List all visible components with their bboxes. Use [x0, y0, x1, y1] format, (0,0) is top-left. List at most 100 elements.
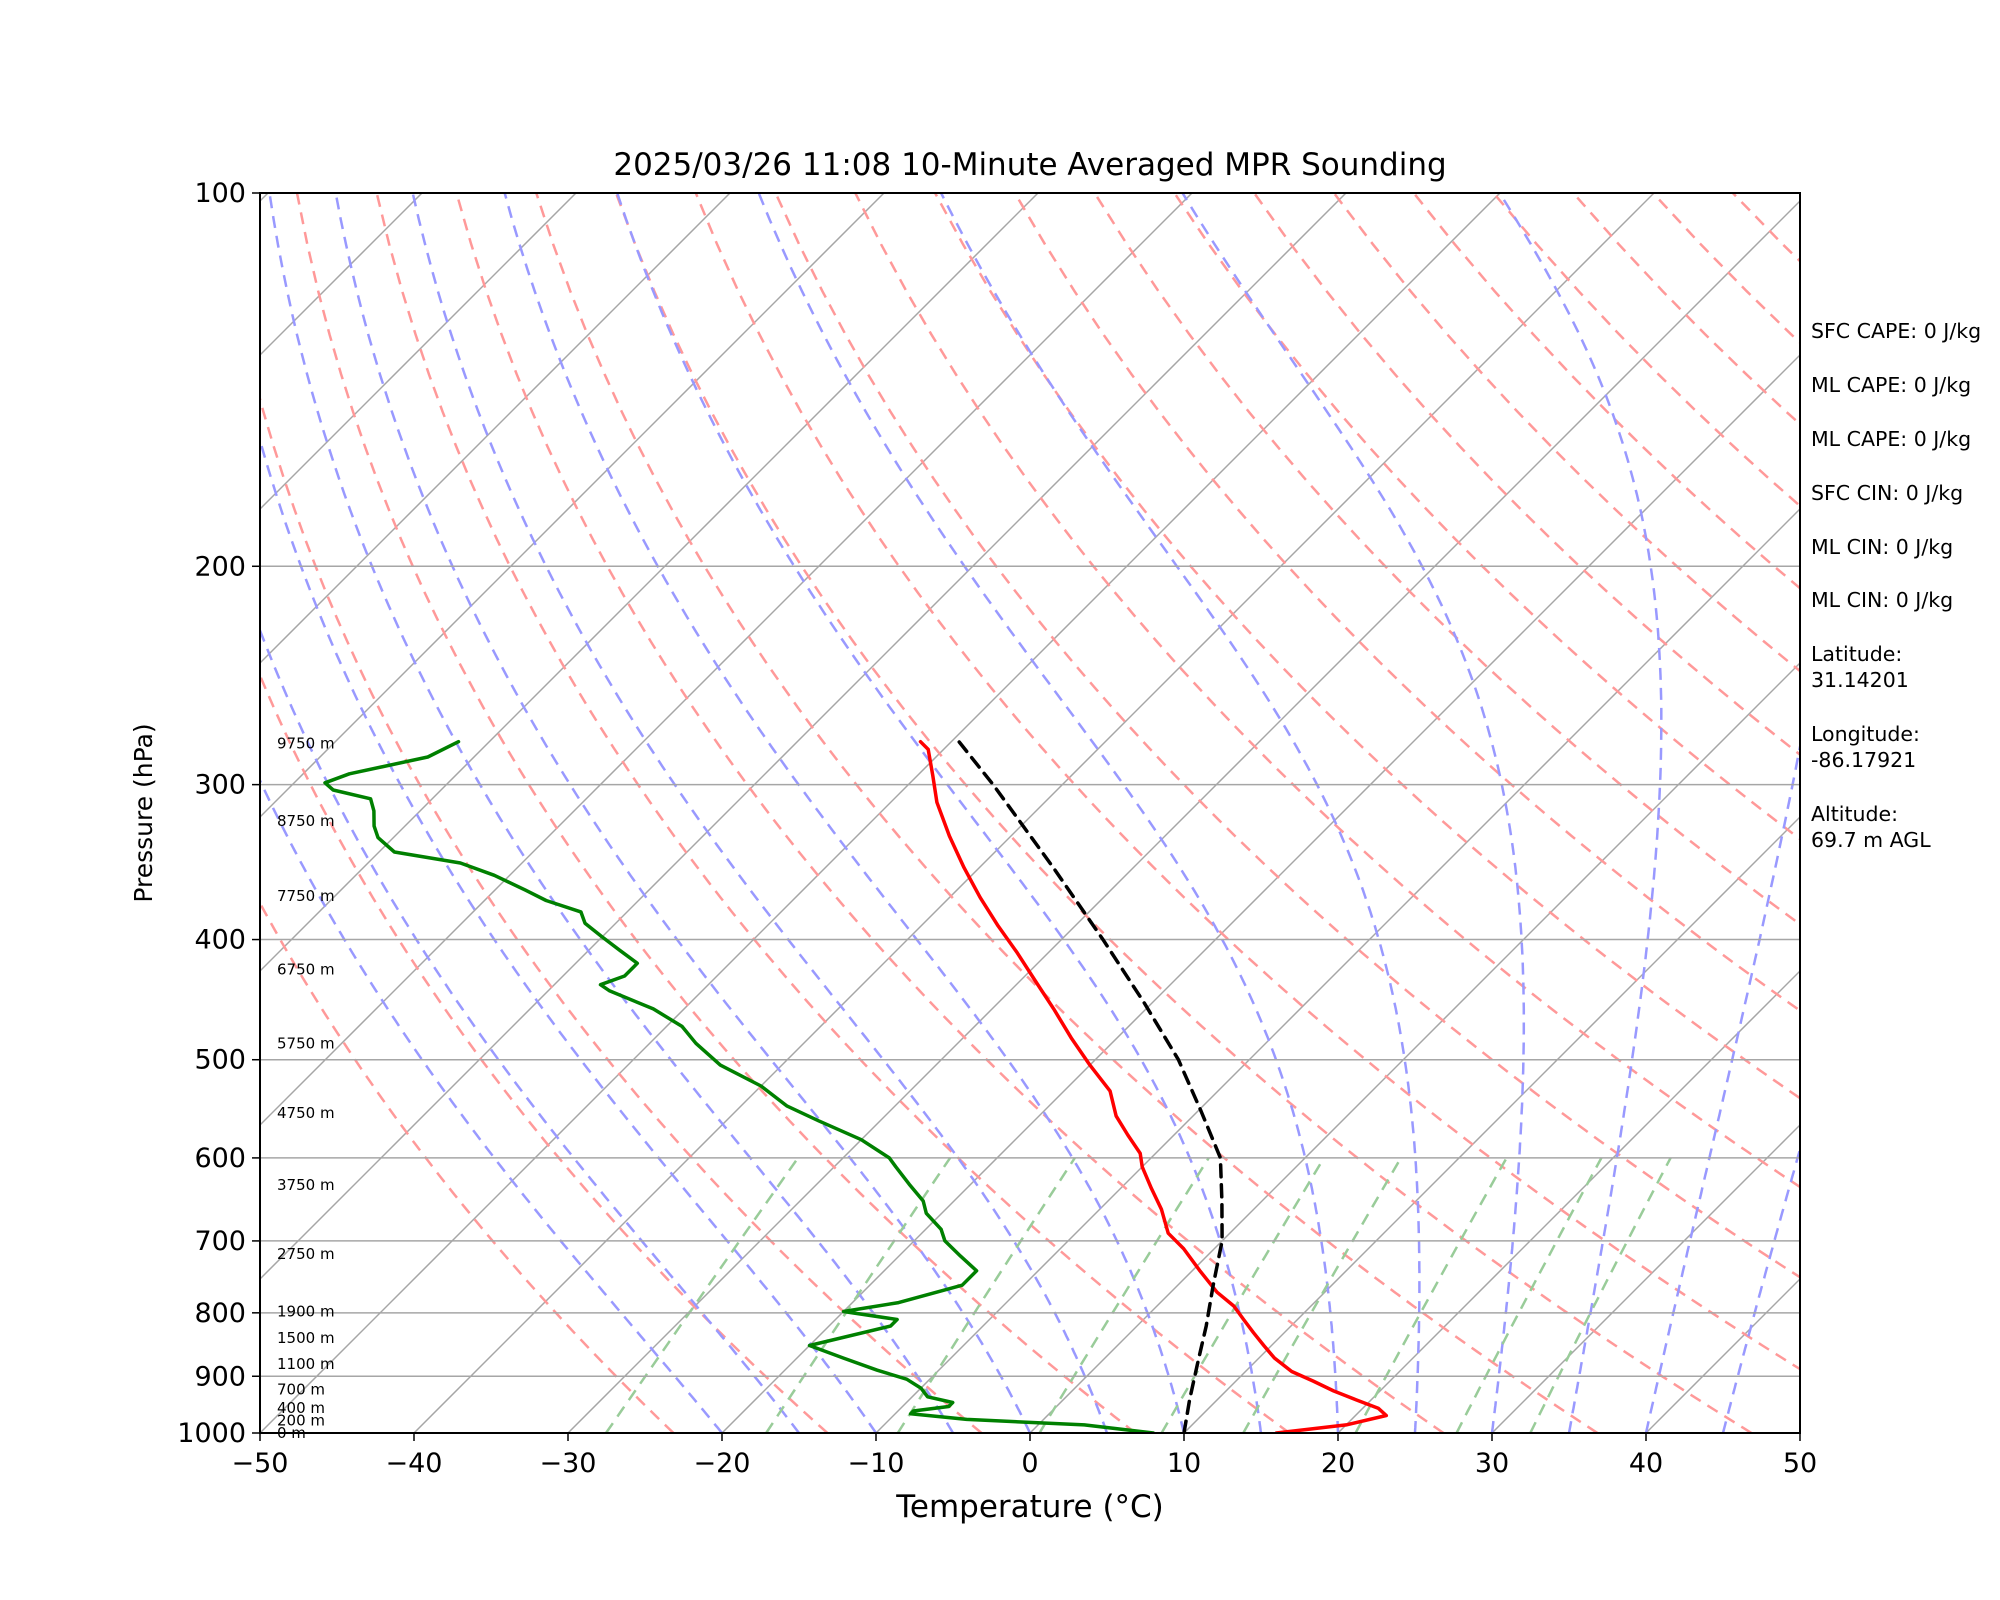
isotherm-line — [260, 193, 731, 665]
info-text: ML CIN: 0 J/kg — [1811, 535, 1953, 559]
moist-adiabat-line — [503, 193, 1186, 1433]
y-tick-label: 1000 — [177, 1418, 246, 1449]
moist-adiabat-line — [757, 193, 1340, 1433]
info-text: SFC CAPE: 0 J/kg — [1811, 319, 1981, 343]
dry-adiabat-line — [375, 193, 1291, 1433]
height-label: 3750 m — [277, 1176, 335, 1194]
x-axis-label: Temperature (°C) — [895, 1489, 1164, 1525]
y-tick-label: 600 — [194, 1143, 246, 1174]
y-tick-label: 200 — [194, 551, 246, 582]
height-label: 400 m — [277, 1399, 325, 1417]
info-text: ML CAPE: 0 J/kg — [1811, 427, 1971, 451]
plot-background — [260, 193, 1800, 1433]
y-tick-label: 800 — [194, 1298, 246, 1329]
moist-adiabat-line — [1644, 740, 1800, 1433]
height-label: 6750 m — [277, 961, 335, 979]
isotherm-line — [413, 193, 1655, 1433]
mixing-ratio-line — [1354, 1157, 1508, 1433]
sounding-info-panel: SFC CAPE: 0 J/kg ML CAPE: 0 J/kg ML CAPE: … — [1811, 319, 1981, 852]
dry-adiabat-line — [455, 193, 1445, 1433]
isotherm-line — [567, 199, 1800, 1433]
x-tick-label: 0 — [1021, 1448, 1038, 1479]
isotherm-line — [260, 193, 577, 511]
height-label: 0 m — [277, 1424, 306, 1442]
temperature-line — [918, 739, 1389, 1433]
mixing-ratio-line — [1529, 1157, 1672, 1433]
x-tick-label: 20 — [1321, 1448, 1355, 1479]
dry-adiabat-line — [260, 672, 829, 1433]
isotherm-line — [260, 193, 1193, 1127]
moist-adiabat-line — [260, 626, 800, 1433]
info-text: SFC CIN: 0 J/kg — [1811, 481, 1963, 505]
x-tick-label: −10 — [848, 1448, 905, 1479]
dry-adiabat-line — [295, 193, 1137, 1433]
x-tick-label: 50 — [1783, 1448, 1817, 1479]
x-tick-label: −50 — [232, 1448, 289, 1479]
moist-adiabat-line — [1721, 1145, 1800, 1433]
isotherm-line — [260, 193, 1039, 973]
height-label: 1100 m — [277, 1355, 335, 1373]
dry-adiabat-line — [1013, 193, 1800, 1013]
info-text: ML CAPE: 0 J/kg — [1811, 373, 1971, 397]
isotherm-line — [875, 507, 1800, 1433]
info-text: ML CIN: 0 J/kg — [1811, 588, 1953, 612]
info-text: Longitude: — [1811, 722, 1920, 746]
moist-adiabat-line — [1498, 193, 1663, 1433]
height-label: 2750 m — [277, 1245, 335, 1263]
height-label: 8750 m — [277, 812, 335, 830]
y-tick-label: 100 — [194, 178, 246, 209]
height-label: 1500 m — [277, 1329, 335, 1347]
dry-adiabat-line — [934, 193, 1800, 1100]
dry-adiabat-line — [1093, 193, 1800, 926]
dry-adiabat-line — [260, 900, 675, 1433]
y-tick-label: 900 — [194, 1361, 246, 1392]
dry-adiabat-line — [774, 193, 1800, 1279]
isotherm-line — [1183, 815, 1800, 1433]
dry-adiabat-line — [854, 193, 1800, 1189]
height-label: 7750 m — [277, 887, 335, 905]
isotherm-line — [260, 193, 1347, 1281]
height-label: 5750 m — [277, 1034, 335, 1052]
height-label: 200 m — [277, 1411, 325, 1429]
info-text: 69.7 m AGL — [1811, 828, 1931, 852]
moist-adiabat-line — [1181, 193, 1526, 1433]
x-tick-label: 30 — [1475, 1448, 1509, 1479]
dry-adiabat-line — [694, 193, 1800, 1371]
mixing-ratio-line — [1242, 1157, 1402, 1433]
isotherm-line — [260, 193, 885, 819]
dry-adiabat-line — [260, 394, 983, 1433]
isotherm-line — [1491, 1123, 1800, 1433]
moist-adiabat-line — [939, 193, 1421, 1433]
y-tick-label: 700 — [194, 1226, 246, 1257]
isotherm-line — [0, 193, 114, 1433]
mixing-ratio-line — [1160, 1157, 1326, 1433]
moist-adiabat-line — [334, 193, 1032, 1433]
isotherm-line — [1029, 661, 1800, 1433]
height-label: 4750 m — [277, 1104, 335, 1122]
x-tick-label: 40 — [1629, 1448, 1663, 1479]
height-label: 9750 m — [277, 735, 335, 753]
info-text: -86.17921 — [1811, 748, 1916, 772]
isotherm-line — [1337, 969, 1800, 1433]
x-tick-label: −30 — [540, 1448, 597, 1479]
y-axis-label: Pressure (hPa) — [129, 723, 158, 902]
moist-adiabat-line — [616, 193, 1263, 1433]
moist-adiabat-line — [268, 193, 955, 1433]
height-label: 1900 m — [277, 1302, 335, 1320]
y-tick-label: 400 — [194, 925, 246, 956]
mixing-ratio-line — [1455, 1157, 1603, 1433]
dry-adiabat-line — [614, 193, 1753, 1433]
dry-adiabat-line — [535, 193, 1599, 1433]
info-text: Latitude: — [1811, 642, 1902, 666]
dewpoint-line — [323, 739, 1155, 1433]
info-text: Altitude: — [1811, 802, 1898, 826]
parcel-line — [957, 739, 1224, 1433]
y-tick-label: 300 — [194, 770, 246, 801]
isotherm-line — [721, 353, 1800, 1433]
info-text: 31.14201 — [1811, 668, 1909, 692]
x-tick-label: −40 — [386, 1448, 443, 1479]
x-tick-label: 10 — [1167, 1448, 1201, 1479]
y-tick-label: 500 — [194, 1045, 246, 1076]
x-tick-label: −20 — [694, 1448, 751, 1479]
